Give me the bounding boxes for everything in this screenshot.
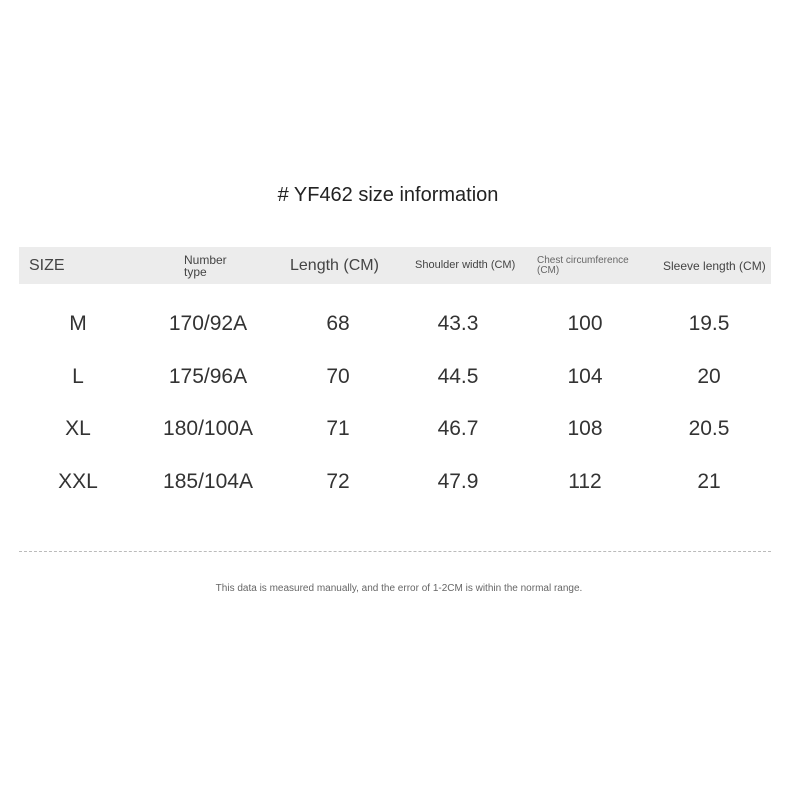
table-cell: XL [65,417,91,440]
divider [19,551,771,552]
table-header: SIZE Number type Length (CM) Shoulder wi… [19,247,771,284]
table-cell: XXL [58,470,98,493]
table-cell: 19.5 [688,312,730,335]
footnote: This data is measured manually, and the … [215,583,583,594]
header-number-type: Number type [184,253,227,279]
table-cell: 108 [567,417,603,440]
table-cell: 21 [697,470,721,493]
table-row: M 170/92A 68 43.3 100 19.5 [0,312,800,342]
table-row: L 175/96A 70 44.5 104 20 [0,365,800,395]
table-cell: 112 [568,470,602,493]
header-length: Length (CM) [290,257,379,274]
table-cell: 20.5 [688,417,730,440]
table-cell: 46.7 [437,417,479,440]
table-cell: 71 [326,417,350,440]
table-cell: L [72,365,84,388]
table-cell: M [69,312,87,335]
table-cell: 175/96A [168,365,248,388]
table-cell: 47.9 [437,470,479,493]
table-cell: 68 [326,312,350,335]
table-cell: 43.3 [437,312,479,335]
table-row: XXL 185/104A 72 47.9 112 21 [0,470,800,500]
table-cell: 70 [326,365,350,388]
table-cell: 104 [567,365,603,388]
table-cell: 100 [567,312,603,335]
page-title: # YF462 size information [277,184,499,206]
header-shoulder: Shoulder width (CM) [415,259,516,271]
table-cell: 180/100A [163,417,253,440]
table-cell: 170/92A [168,312,248,335]
table-cell: 44.5 [437,365,479,388]
header-sleeve: Sleeve length (CM) [663,259,766,273]
table-cell: 185/104A [163,470,253,493]
header-chest: Chest circumference (CM) [537,255,629,276]
table-row: XL 180/100A 71 46.7 108 20.5 [0,417,800,447]
table-cell: 72 [326,470,350,493]
table-cell: 20 [697,365,721,388]
header-size: SIZE [29,257,65,274]
